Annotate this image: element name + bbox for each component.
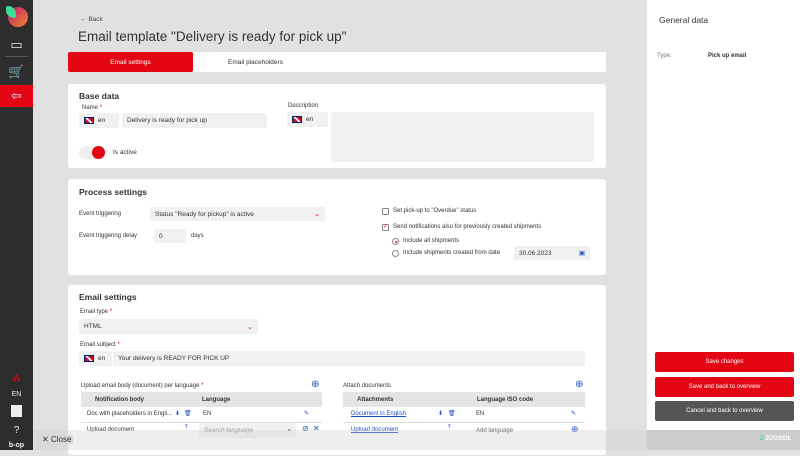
body-table-header: Notification body Language <box>81 392 322 407</box>
include-from-date-label: Include shipments created from date <box>403 250 501 256</box>
delete-icon[interactable]: 🗑 <box>184 411 192 417</box>
email-settings-card <box>68 285 606 455</box>
org-icon[interactable]: ⁂ <box>12 372 21 383</box>
description-label: Description <box>288 103 319 109</box>
subject-lang-select[interactable]: en <box>79 351 112 366</box>
attachment-lang: EN <box>476 411 485 417</box>
body-upload-document[interactable]: Upload document <box>87 427 135 433</box>
name-lang-select[interactable]: en <box>79 113 119 128</box>
uk-flag-icon <box>292 116 302 123</box>
delay-unit: days <box>191 233 204 239</box>
edit-icon[interactable]: ✎ <box>571 411 577 417</box>
type-value: Pick up email <box>708 53 747 59</box>
email-subject-label: Email subject * <box>80 342 120 348</box>
footer-bar <box>33 430 800 450</box>
calendar-icon[interactable]: ▣ <box>578 250 585 257</box>
cancel-icon[interactable]: ✕ <box>313 424 320 433</box>
email-settings-title: Email settings <box>79 292 137 302</box>
include-from-date-radio[interactable] <box>392 250 399 257</box>
search-language-input[interactable]: Search language ⌕ <box>199 423 296 438</box>
bop-logo: b-op <box>8 441 25 449</box>
overdue-label: Set pick-up to "Overdue" status <box>393 208 477 214</box>
event-label: Event triggering <box>79 211 122 217</box>
clipboard-back-icon[interactable]: ⇦ <box>0 85 33 107</box>
tab-bar <box>68 52 606 72</box>
close-icon: ✕ <box>42 435 49 444</box>
user-icon[interactable] <box>0 400 33 422</box>
delay-input[interactable]: 0 <box>154 229 186 243</box>
search-icon: ⌕ <box>287 426 291 434</box>
body-row-lang: EN <box>203 411 212 417</box>
include-all-radio[interactable] <box>392 238 399 245</box>
attach-upload-document[interactable]: Upload document <box>351 427 399 433</box>
include-all-label: Include all shipments <box>403 238 460 244</box>
previous-shipments-label: Send notifications also for previously c… <box>393 224 542 230</box>
general-data-title: General data <box>659 15 709 25</box>
close-label: Close <box>50 435 72 444</box>
description-lang-select[interactable]: en <box>287 112 328 127</box>
monitor-icon[interactable]: ▭ <box>10 37 23 52</box>
back-label: Back <box>88 16 103 23</box>
sidebar: ▭ 🛒 ⇦ ⁂ EN ? b-op <box>0 0 33 450</box>
confirm-icon[interactable]: ⊘ <box>302 424 309 433</box>
cancel-and-back-button[interactable]: Cancel and back to overview <box>655 401 794 421</box>
body-upload-label: Upload email body (document) per languag… <box>81 383 204 389</box>
previous-shipments-checkbox[interactable]: ✓ <box>382 224 389 231</box>
tab-email-placeholders[interactable]: Email placeholders <box>228 58 283 66</box>
close-button[interactable]: ✕ Close <box>40 435 74 444</box>
email-type-select[interactable]: HTML ⌄ <box>79 319 258 334</box>
uk-flag-icon <box>84 355 94 362</box>
name-input[interactable]: Delivery is ready for pick up <box>122 113 267 128</box>
cart-add-icon[interactable]: 🛒 <box>8 64 25 79</box>
help-icon[interactable]: ? <box>13 424 20 436</box>
zugseil-logo: Z ZUGSEIL <box>760 436 792 442</box>
add-attachment-icon[interactable]: ⊕ <box>575 379 584 390</box>
subject-input[interactable]: Your delivery is READY FOR PICK UP <box>113 351 585 366</box>
chevron-down-icon: ⌄ <box>314 211 320 218</box>
uk-flag-icon <box>84 117 94 124</box>
date-input[interactable]: 30.06.2023 ▣ <box>514 246 590 260</box>
delay-label: Event triggering delay <box>79 233 138 239</box>
attachment-link[interactable]: Document in English <box>351 411 407 417</box>
tab-email-settings[interactable]: Email settings <box>68 52 193 72</box>
active-toggle[interactable] <box>79 146 105 159</box>
add-language[interactable]: Add language <box>476 428 514 434</box>
language-switch[interactable]: EN <box>11 390 22 398</box>
base-data-title: Base data <box>79 91 120 101</box>
description-input[interactable] <box>331 112 594 162</box>
upload-icon[interactable]: ⤒ <box>448 425 451 431</box>
delete-icon[interactable]: 🗑 <box>448 411 456 417</box>
event-select[interactable]: Status "Ready for pickup" is active ⌄ <box>150 207 325 221</box>
body-row-name: Doc with placeholders in Engli... <box>87 411 173 417</box>
save-and-back-button[interactable]: Save and back to overview <box>655 377 794 397</box>
attach-label: Attach documents <box>343 383 392 389</box>
active-label: Is active <box>113 149 137 156</box>
download-icon[interactable]: ⬇ <box>438 411 444 417</box>
upload-icon[interactable]: ⤒ <box>185 425 188 431</box>
page-title: Email template "Delivery is ready for pi… <box>78 29 347 44</box>
add-language-icon[interactable]: ⊕ <box>571 424 579 434</box>
back-link[interactable]: ← Back <box>80 16 103 23</box>
name-label: Name * <box>82 105 103 111</box>
type-label: Type: <box>657 53 672 59</box>
edit-icon[interactable]: ✎ <box>304 411 310 417</box>
add-body-icon[interactable]: ⊕ <box>311 379 320 390</box>
download-icon[interactable]: ⬇ <box>175 411 181 417</box>
overdue-checkbox[interactable] <box>382 208 389 215</box>
attach-table-header: Attachments Language ISO code <box>343 392 585 407</box>
save-changes-button[interactable]: Save changes <box>655 352 794 372</box>
process-settings-title: Process settings <box>79 187 148 197</box>
chevron-down-icon: ⌄ <box>247 323 253 331</box>
email-type-label: Email type * <box>80 309 113 315</box>
